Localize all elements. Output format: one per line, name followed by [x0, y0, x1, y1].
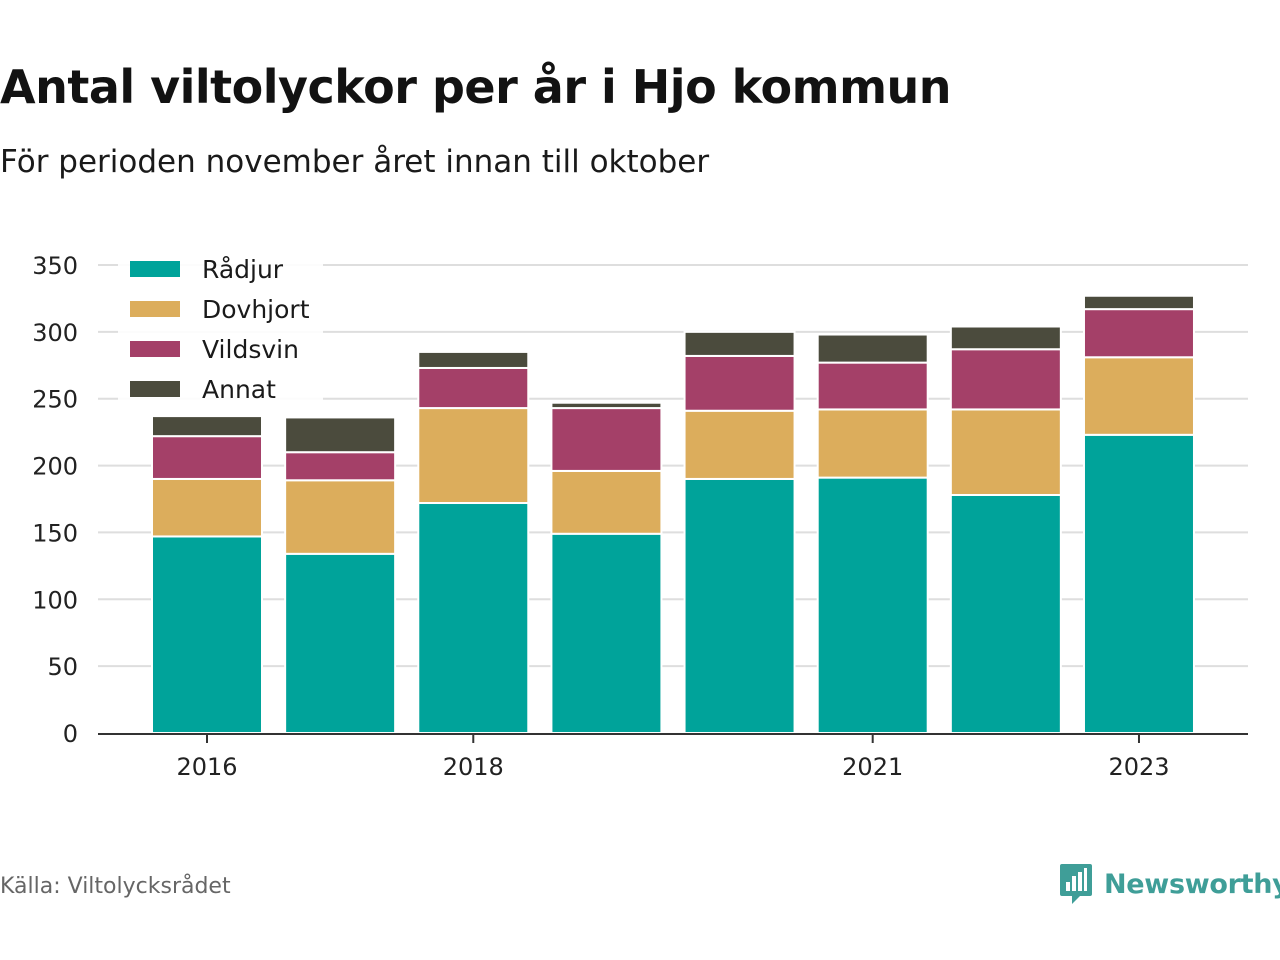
- bar-segment-vildsvin: [683, 354, 796, 412]
- brand-name: Newsworthy: [1104, 868, 1280, 900]
- axes: 0 50 100 150 200 250 300 350 2016 2018 2021 2023: [32, 252, 1248, 781]
- bar-segment-dovhjort: [151, 477, 263, 538]
- bar-segment-rådjur: [284, 552, 397, 735]
- bar-segment-annat: [151, 415, 263, 438]
- bar-segment-dovhjort: [683, 409, 796, 480]
- bar-segment-annat: [683, 330, 796, 357]
- bar-segment-annat: [284, 416, 397, 454]
- bar-segment-vildsvin: [1082, 308, 1195, 359]
- legend-swatch: [130, 381, 180, 397]
- bar-segment-annat: [949, 325, 1062, 351]
- source-note: Källa: Viltolycksrådet: [0, 874, 231, 899]
- y-tick-label: 300: [32, 319, 78, 347]
- y-tick-label: 150: [32, 519, 78, 547]
- bar-segment-rådjur: [949, 493, 1062, 735]
- bar-segment-dovhjort: [949, 408, 1062, 496]
- bar-segment-annat: [1082, 294, 1195, 311]
- y-tick-label: 200: [32, 453, 78, 481]
- bar-segment-rådjur: [816, 476, 929, 734]
- bar-segment-annat: [816, 333, 929, 364]
- x-tick-label: 2021: [842, 753, 903, 781]
- brand-logo: Newsworthy: [1058, 862, 1280, 906]
- bar-segment-annat: [417, 350, 530, 369]
- bar-segment-vildsvin: [417, 366, 530, 410]
- y-tick-label: 250: [32, 386, 78, 414]
- bar-segment-dovhjort: [1082, 356, 1195, 436]
- y-tick-label: 350: [32, 252, 78, 280]
- bar-segment-vildsvin: [151, 435, 263, 480]
- bar-segment-rådjur: [550, 532, 663, 734]
- legend-label: Rådjur: [202, 255, 284, 284]
- x-tick-label: 2018: [443, 753, 504, 781]
- bar-segment-dovhjort: [550, 469, 663, 535]
- y-tick-label: 0: [63, 720, 78, 748]
- legend-label: Dovhjort: [202, 295, 310, 324]
- x-tick-label: 2023: [1108, 753, 1169, 781]
- bar-segment-annat: [550, 401, 663, 410]
- x-tick-label: 2016: [176, 753, 237, 781]
- bar-segment-vildsvin: [816, 361, 929, 411]
- bar-segment-vildsvin: [284, 451, 397, 482]
- y-tick-label: 100: [32, 586, 78, 614]
- bar-segment-vildsvin: [949, 348, 1062, 411]
- legend: Rådjur Dovhjort Vildsvin Annat: [118, 250, 323, 412]
- chart-title: Antal viltolyckor per år i Hjo kommun: [0, 60, 952, 114]
- legend-label: Annat: [202, 375, 276, 404]
- legend-swatch: [130, 301, 180, 317]
- legend-swatch: [130, 341, 180, 357]
- y-tick-label: 50: [47, 653, 78, 681]
- legend-swatch: [130, 261, 180, 277]
- bar-segment-rådjur: [683, 477, 796, 735]
- bar-segment-dovhjort: [417, 407, 530, 505]
- bars: [151, 294, 1195, 735]
- bar-segment-dovhjort: [816, 408, 929, 479]
- legend-label: Vildsvin: [202, 335, 299, 364]
- bar-segment-rådjur: [151, 535, 263, 734]
- bar-segment-rådjur: [417, 502, 530, 734]
- bar-segment-rådjur: [1082, 433, 1195, 734]
- chart-subtitle: För perioden november året innan till ok…: [0, 144, 710, 180]
- bar-segment-vildsvin: [550, 407, 663, 472]
- bar-segment-dovhjort: [284, 479, 397, 555]
- newsworthy-logo-icon: [1060, 864, 1092, 904]
